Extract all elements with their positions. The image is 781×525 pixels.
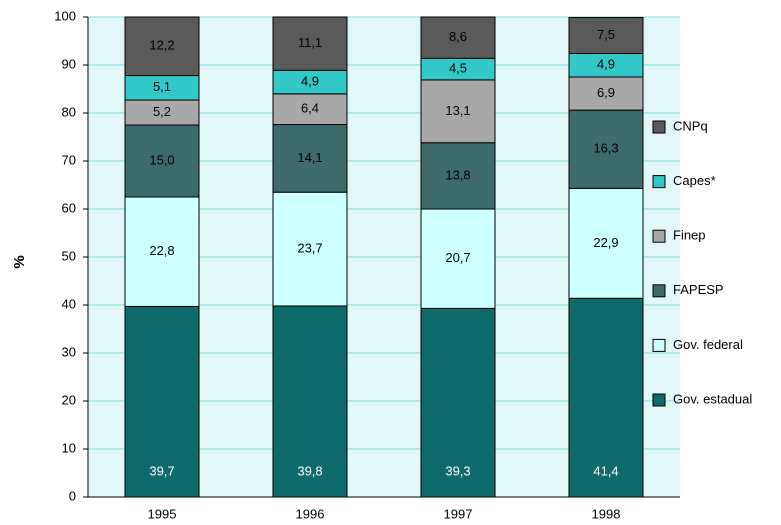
- y-tick-label: 10: [62, 440, 76, 455]
- y-tick-label: 40: [62, 296, 76, 311]
- y-tick-label: 20: [62, 392, 76, 407]
- bar-segment: [568, 16, 644, 54]
- legend-swatch: [652, 120, 666, 134]
- value-label: 8,6: [449, 29, 467, 44]
- legend-swatch: [652, 284, 666, 298]
- value-label: 23,7: [297, 241, 322, 256]
- value-label: 14,1: [297, 150, 322, 165]
- value-label: 39,3: [445, 463, 470, 478]
- y-tick-label: 100: [54, 8, 76, 23]
- value-label: 39,8: [297, 463, 322, 478]
- bar-segment: [420, 307, 496, 498]
- x-tick-label: 1998: [592, 506, 621, 521]
- value-label: 5,2: [153, 104, 171, 119]
- bar-segment: [420, 142, 496, 210]
- y-tick-label: 60: [62, 200, 76, 215]
- value-label: 6,4: [301, 101, 319, 116]
- y-tick-label: 90: [62, 56, 76, 71]
- value-label: 22,8: [149, 243, 174, 258]
- value-label: 4,5: [449, 61, 467, 76]
- x-tick-label: 1995: [148, 506, 177, 521]
- legend-label: Gov. estadual: [673, 391, 752, 406]
- value-label: 4,9: [301, 73, 319, 88]
- bar-segment: [124, 99, 200, 126]
- bar-segment: [568, 109, 644, 189]
- y-tick-label: 30: [62, 344, 76, 359]
- value-label: 39,7: [149, 463, 174, 478]
- legend-label: FAPESP: [673, 282, 724, 297]
- value-label: 41,4: [593, 463, 618, 478]
- bar-segment: [124, 124, 200, 198]
- y-tick-label: 0: [69, 488, 76, 503]
- y-tick-label: 80: [62, 104, 76, 119]
- value-label: 6,9: [597, 85, 615, 100]
- value-label: 11,1: [298, 35, 322, 50]
- bar-segment: [272, 16, 348, 71]
- legend-label: CNPq: [673, 118, 708, 133]
- bar-segment: [420, 16, 496, 59]
- legend-swatch: [652, 229, 666, 243]
- x-tick-label: 1997: [444, 506, 473, 521]
- value-label: 7,5: [597, 27, 615, 42]
- value-label: 5,1: [153, 79, 171, 94]
- y-tick-label: 50: [62, 248, 76, 263]
- bar-segment: [124, 75, 200, 101]
- y-tick-label: 70: [62, 152, 76, 167]
- legend-swatch: [652, 338, 666, 352]
- legend-label: Capes*: [673, 173, 716, 188]
- legend-label: Gov. federal: [673, 337, 743, 352]
- bar-segment: [272, 124, 348, 193]
- y-axis-label: %: [11, 255, 28, 268]
- value-label: 15,0: [149, 152, 174, 167]
- value-label: 13,8: [445, 167, 470, 182]
- bar-segment: [568, 297, 644, 498]
- bar-segment: [124, 305, 200, 498]
- legend-swatch: [652, 393, 666, 407]
- legend-swatch: [652, 175, 666, 189]
- bar-segment: [420, 208, 496, 309]
- value-label: 16,3: [593, 141, 618, 156]
- bar-segment: [272, 305, 348, 498]
- value-label: 20,7: [445, 250, 470, 265]
- bar-segment: [124, 16, 200, 77]
- bar-segment: [272, 93, 348, 126]
- value-label: 13,1: [445, 103, 470, 118]
- bar-segment: [568, 76, 644, 111]
- value-label: 4,9: [597, 57, 615, 72]
- bar-segment: [124, 196, 200, 307]
- x-tick-label: 1996: [296, 506, 325, 521]
- legend-label: Finep: [673, 228, 706, 243]
- value-label: 12,2: [149, 38, 174, 53]
- value-label: 22,9: [593, 235, 618, 250]
